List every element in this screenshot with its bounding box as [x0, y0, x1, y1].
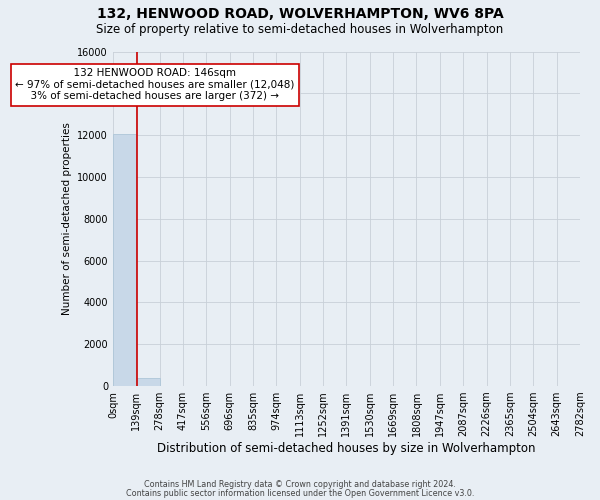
Bar	[113, 134, 136, 386]
Y-axis label: Number of semi-detached properties: Number of semi-detached properties	[62, 122, 72, 315]
Text: Contains HM Land Registry data © Crown copyright and database right 2024.: Contains HM Land Registry data © Crown c…	[144, 480, 456, 489]
Text: 132, HENWOOD ROAD, WOLVERHAMPTON, WV6 8PA: 132, HENWOOD ROAD, WOLVERHAMPTON, WV6 8P…	[97, 8, 503, 22]
X-axis label: Distribution of semi-detached houses by size in Wolverhampton: Distribution of semi-detached houses by …	[157, 442, 536, 455]
Text: 132 HENWOOD ROAD: 146sqm  
← 97% of semi-detached houses are smaller (12,048)
  : 132 HENWOOD ROAD: 146sqm ← 97% of semi-d…	[15, 68, 295, 102]
Text: Size of property relative to semi-detached houses in Wolverhampton: Size of property relative to semi-detach…	[97, 22, 503, 36]
Text: Contains public sector information licensed under the Open Government Licence v3: Contains public sector information licen…	[126, 489, 474, 498]
Bar	[136, 378, 160, 386]
